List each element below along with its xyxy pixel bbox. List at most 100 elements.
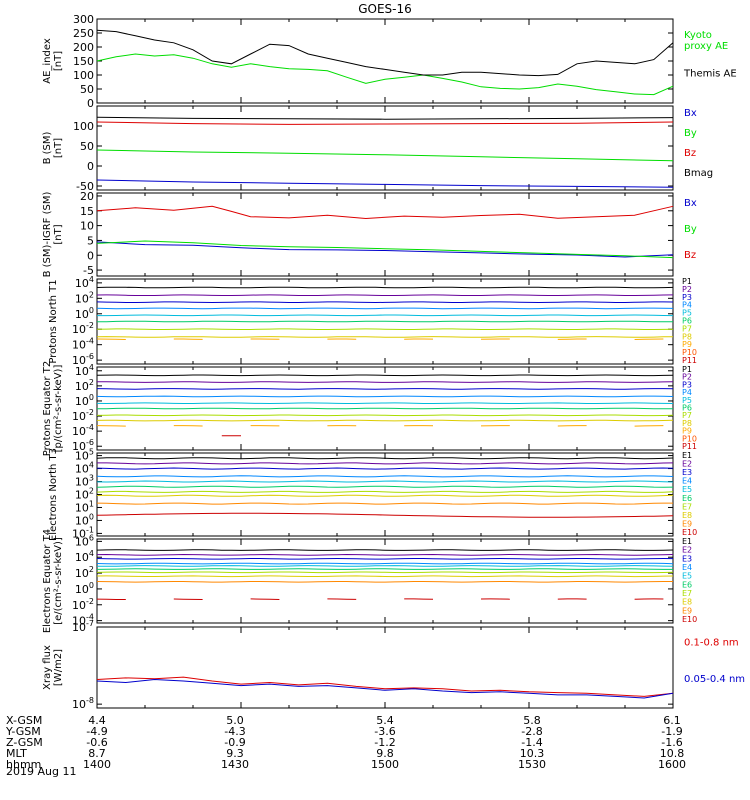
legend-e6: E6 — [682, 494, 692, 503]
footer-value: -1.2 — [374, 736, 395, 749]
series-0-05-0-4-nm — [96, 678, 674, 699]
y-tick-label: 10-7 — [72, 619, 94, 634]
y-tick-label: 102 — [75, 290, 94, 305]
legend-kyoto-proxy-ae: proxy AE — [684, 41, 728, 52]
footer-value: -0.6 — [86, 736, 107, 749]
footer-value: 5.4 — [376, 714, 394, 727]
legend-bx: Bx — [684, 198, 697, 209]
series-p2 — [96, 294, 674, 296]
footer-value: 4.4 — [88, 714, 106, 727]
footer-value: -1.4 — [521, 736, 542, 749]
legend-e8: E8 — [682, 598, 692, 607]
series-e4 — [96, 562, 674, 565]
series-p5 — [97, 314, 674, 317]
y-tick-label: 250 — [73, 27, 94, 40]
y-tick-label: 102 — [75, 378, 94, 393]
series-p2 — [97, 381, 674, 383]
legend-e2: E2 — [682, 546, 692, 555]
legend-p7: P7 — [682, 324, 692, 333]
series-e8 — [96, 494, 674, 497]
legend-e10: E10 — [682, 528, 697, 537]
legend-bmag: Bmag — [684, 168, 713, 179]
y-tick-label: 10-2 — [72, 321, 94, 336]
footer-value: 5.0 — [226, 714, 244, 727]
series-p3 — [96, 388, 674, 390]
series-by — [96, 149, 674, 162]
footer-value: 1530 — [518, 758, 546, 771]
series-p4 — [96, 307, 674, 310]
legend-p1: P1 — [682, 277, 692, 286]
footer-value: 10.8 — [660, 747, 685, 760]
legend-e7: E7 — [682, 502, 692, 511]
y-tick-label: 15 — [80, 205, 94, 218]
series-e2 — [96, 553, 674, 556]
legend-e1: E1 — [682, 451, 692, 460]
legend-e3: E3 — [682, 554, 692, 563]
legend-by: By — [684, 224, 697, 235]
footer-value: 6.1 — [663, 714, 681, 727]
footer-value: -1.6 — [661, 736, 682, 749]
footer-value: 1430 — [221, 758, 249, 771]
legend-e9: E9 — [682, 519, 692, 528]
series-p8 — [96, 419, 674, 422]
series-e1 — [96, 457, 674, 460]
legend-p3: P3 — [682, 380, 692, 389]
footer-value: -4.3 — [224, 725, 245, 738]
series-p1 — [96, 286, 674, 289]
legend-0-05-0-4-nm: 0.05-0.4 nm — [684, 674, 745, 685]
series-p9-segment — [96, 338, 126, 340]
legend-p9: P9 — [682, 427, 692, 436]
series-p4 — [96, 395, 674, 398]
y-tick-label: 300 — [73, 13, 94, 26]
series-e7 — [96, 571, 674, 574]
footer-value: -0.9 — [224, 736, 245, 749]
panel-2: -50 0 50 100 B (SM) [nT] Bx By Bz Bmag — [42, 105, 713, 193]
y-axis-label: [nT] — [53, 51, 64, 71]
legend-e1: E1 — [682, 537, 692, 546]
footer-value: 10.3 — [520, 747, 545, 760]
series-p5 — [96, 402, 674, 405]
footer-value: 5.8 — [523, 714, 541, 727]
y-axis-label: B (SM) — [42, 131, 53, 164]
series-p9-segment — [96, 425, 126, 427]
y-tick-label: 50 — [80, 83, 94, 96]
legend-p7: P7 — [682, 411, 692, 420]
legend-e7: E7 — [682, 589, 692, 598]
series-bz — [96, 205, 674, 220]
y-tick-label: 0 — [87, 249, 94, 262]
y-axis-label: B (SM)-IGRF (SM) — [42, 192, 53, 278]
series-e7 — [96, 490, 674, 493]
y-tick-label: 20 — [80, 190, 94, 203]
panel-frame — [96, 192, 674, 277]
legend-themis-ae: Themis AE — [683, 68, 737, 79]
y-tick-label: 100 — [75, 581, 94, 596]
legend-e5: E5 — [682, 485, 692, 494]
legend-p5: P5 — [682, 309, 692, 318]
series-p6 — [96, 407, 674, 410]
y-axis-label: [p/(cm²-s-sr-keV)] — [53, 365, 64, 453]
legend-p2: P2 — [682, 285, 692, 294]
series-e2 — [97, 462, 674, 465]
footer-value: 9.3 — [226, 747, 244, 760]
y-tick-label: 200 — [73, 41, 94, 54]
legend-p8: P8 — [682, 332, 692, 341]
date-label: 2019 Aug 11 — [6, 765, 76, 778]
y-tick-label: 102 — [75, 565, 94, 580]
footer-value: -1.9 — [661, 725, 682, 738]
series-e5 — [96, 565, 674, 567]
panel-3: -5 0 510 15 20 B (SM)-IGRF (SM) [nT] Bx By Bz — [42, 190, 697, 277]
legend-p11: P11 — [682, 442, 697, 451]
legend-kyoto-proxy-ae: Kyoto — [684, 30, 712, 41]
series-bmag — [96, 116, 674, 120]
legend-e2: E2 — [682, 460, 692, 469]
series-e10-segment — [173, 598, 203, 600]
y-axis-label: [W/m2] — [53, 649, 64, 686]
legend-e10: E10 — [682, 615, 697, 624]
footer-label-mlt: MLT — [6, 747, 27, 760]
y-tick-label: 5 — [87, 234, 94, 247]
legend-bx: Bx — [684, 108, 697, 119]
y-axis-label: Electrons Equator T4 — [42, 529, 53, 633]
